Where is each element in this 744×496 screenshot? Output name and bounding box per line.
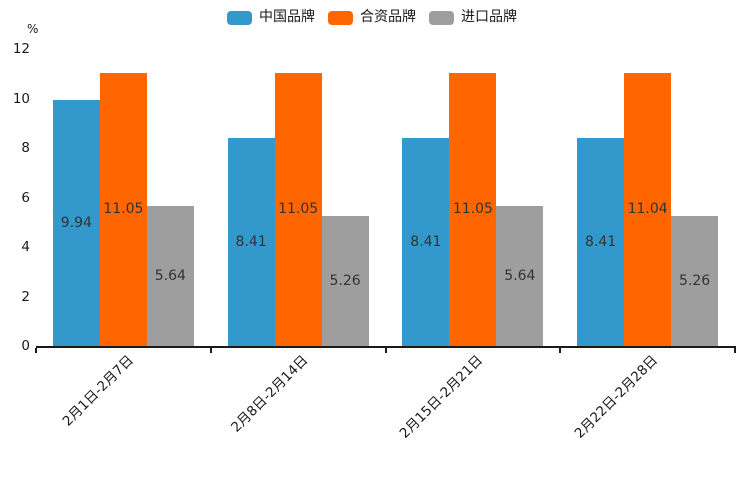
bar	[577, 137, 625, 346]
bar-value-label: 11.04	[627, 201, 668, 218]
legend-label: 中国品牌	[259, 9, 315, 25]
legend-color-swatch	[328, 10, 353, 25]
legend-color-swatch	[429, 10, 454, 25]
x-tick-label: 2月22日-2月28日	[571, 352, 662, 442]
legend-color-swatch	[227, 10, 252, 25]
bar-value-label: 9.94	[60, 214, 92, 231]
x-tick-mark	[209, 348, 212, 353]
y-tick-label: 2	[21, 288, 30, 305]
bar	[52, 99, 100, 346]
x-tick-mark	[559, 348, 562, 353]
legend: 中国品牌 合资品牌 进口品牌	[0, 10, 744, 25]
x-tick-mark	[384, 348, 387, 353]
bar-value-label: 8.41	[585, 233, 617, 250]
legend-item: 进口品牌	[429, 10, 517, 25]
bar-value-label: 11.05	[278, 201, 319, 218]
bar	[99, 72, 147, 346]
bar	[402, 137, 450, 346]
x-axis-line	[36, 346, 736, 348]
bar-value-label: 11.05	[103, 201, 144, 218]
x-tick-label: 2月1日-2月7日	[59, 352, 137, 430]
y-tick-label: 8	[21, 140, 30, 156]
bar	[496, 206, 544, 346]
y-tick-label: 10	[12, 90, 30, 107]
legend-item: 合资品牌	[328, 10, 416, 25]
legend-label: 进口品牌	[461, 9, 517, 25]
y-tick-label: 0	[21, 338, 30, 354]
bar-value-label: 5.64	[154, 268, 186, 285]
y-tick-label: 6	[21, 189, 30, 206]
x-tick-label: 2月8日-2月14日	[228, 352, 312, 436]
x-tick-label: 2月15日-2月21日	[397, 352, 487, 442]
bar	[321, 215, 369, 346]
bar	[146, 206, 194, 346]
bar	[449, 72, 497, 346]
bar	[624, 72, 672, 346]
bar	[274, 72, 322, 346]
bar-value-label: 5.26	[329, 272, 361, 289]
bar	[671, 215, 719, 346]
x-tick-mark	[35, 348, 37, 353]
legend-item: 中国品牌	[227, 10, 315, 25]
legend-label: 合资品牌	[360, 9, 416, 25]
y-tick-label: 12	[12, 41, 30, 57]
x-tick-mark	[734, 348, 736, 353]
bar-value-label: 8.41	[410, 233, 442, 250]
y-axis-unit-label: %	[27, 22, 39, 36]
bar-value-label: 5.64	[504, 268, 536, 285]
bar-value-label: 11.05	[452, 201, 493, 218]
y-tick-label: 4	[21, 239, 30, 255]
bar-value-label: 8.41	[235, 233, 267, 250]
bar-value-label: 5.26	[679, 272, 711, 289]
bar	[227, 137, 275, 346]
